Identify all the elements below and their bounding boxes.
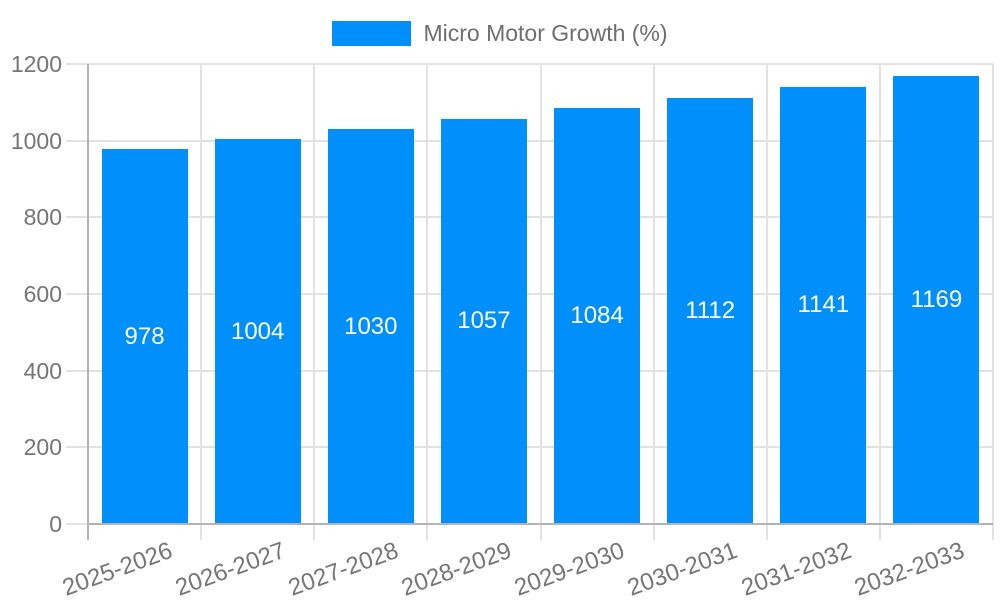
bar (440, 118, 527, 524)
bar (893, 75, 980, 524)
bar (554, 108, 641, 524)
y-axis-line (87, 64, 89, 540)
y-gridline (66, 216, 993, 219)
y-axis-tick-label: 200 (23, 434, 62, 461)
bar-value-label: 978 (124, 322, 165, 350)
bar (327, 129, 414, 524)
x-gridline (426, 64, 429, 540)
x-axis-tick-label: 2032-2033 (850, 537, 968, 602)
x-gridline (652, 64, 655, 540)
legend-label: Micro Motor Growth (%) (423, 19, 668, 46)
bar-value-label: 1084 (570, 302, 624, 330)
chart-legend[interactable]: Micro Motor Growth (%) (0, 18, 1000, 48)
x-gridline (765, 64, 768, 540)
x-axis-tick-label: 2029-2030 (511, 537, 629, 602)
y-axis-tick-label: 1200 (10, 51, 62, 77)
bar-value-label: 1004 (230, 317, 285, 345)
bar-value-label: 1141 (797, 291, 850, 319)
y-gridline (66, 293, 993, 295)
y-axis-tick-label: 0 (49, 511, 62, 537)
x-gridline (878, 64, 881, 540)
legend-color-swatch (332, 20, 412, 46)
bar-value-label: 1169 (910, 285, 963, 313)
y-axis-tick-label: 1000 (10, 127, 62, 154)
y-gridline (66, 139, 993, 142)
x-axis-tick-label: 2028-2029 (398, 537, 516, 602)
x-axis-tick-label: 2026-2027 (171, 537, 289, 602)
x-gridline (200, 64, 203, 540)
bar (780, 86, 867, 524)
bar-value-label: 1057 (457, 307, 511, 335)
x-gridline (539, 64, 542, 540)
y-axis-tick-label: 800 (23, 204, 62, 231)
x-gridline (313, 64, 316, 540)
bar (214, 139, 301, 524)
x-gridline (992, 64, 994, 540)
x-axis-tick-label: 2025-2026 (58, 537, 176, 602)
y-gridline (66, 63, 993, 65)
x-axis-tick-label: 2030-2031 (624, 537, 742, 602)
x-axis-line (88, 523, 993, 525)
y-gridline (66, 446, 993, 449)
y-axis-tick-label: 400 (23, 357, 62, 384)
x-axis-tick-label: 2031-2032 (737, 537, 855, 602)
y-axis-tick-label: 600 (23, 281, 62, 307)
bar-value-label: 1030 (344, 312, 398, 340)
y-gridline (66, 369, 993, 372)
x-axis-tick-label: 2027-2028 (284, 537, 403, 602)
bar (101, 149, 188, 524)
bar (667, 97, 754, 524)
bar-value-label: 1112 (685, 296, 736, 324)
